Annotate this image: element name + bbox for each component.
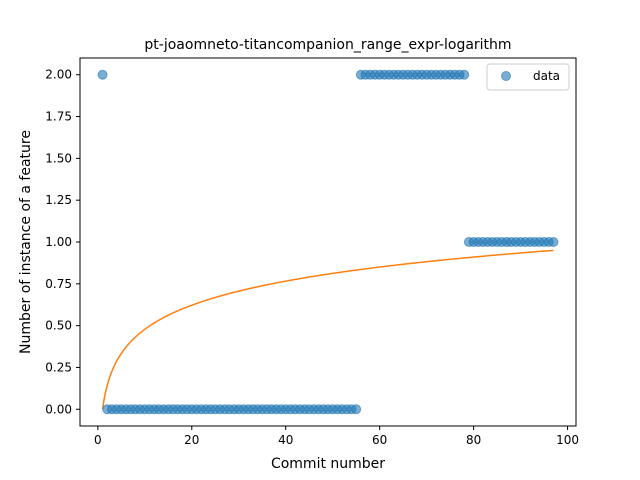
data-point <box>351 404 362 415</box>
data-point <box>548 237 559 247</box>
data-point <box>97 69 108 80</box>
x-tick-label: 20 <box>184 433 199 447</box>
y-tick-label: 0.25 <box>45 360 72 374</box>
y-tick-label: 1.25 <box>45 193 72 207</box>
x-tick-label: 40 <box>278 433 293 447</box>
x-ticks: 0 20 40 60 80 100 <box>94 426 579 447</box>
y-tick-label: 1.75 <box>45 110 72 124</box>
y-ticks: 0.00 0.25 0.50 0.75 1.00 1.25 1.50 1.75 2.00 <box>45 68 80 416</box>
x-tick-label: 60 <box>372 433 387 447</box>
y-tick-label: 1.00 <box>45 235 72 249</box>
x-tick-label: 80 <box>466 433 481 447</box>
y-tick-label: 2.00 <box>45 68 72 82</box>
y-tick-label: 0.75 <box>45 277 72 291</box>
legend: data <box>486 63 570 91</box>
y-tick-label: 0.00 <box>45 402 72 416</box>
chart-title: pt-joaomneto-titancompanion_range_expr-l… <box>144 37 511 53</box>
x-axis-label: Commit number <box>271 456 385 472</box>
y-tick-label: 0.50 <box>45 319 72 333</box>
x-tick-label: 0 <box>94 433 102 447</box>
legend-marker <box>501 71 511 81</box>
fit-layer <box>101 249 554 410</box>
legend-label: data <box>533 69 560 83</box>
points-layer <box>97 69 559 415</box>
y-tick-label: 1.50 <box>45 151 72 165</box>
y-axis-label: Number of instance of a feature <box>18 130 34 354</box>
fit-line <box>101 249 554 410</box>
x-tick-label: 100 <box>556 433 579 447</box>
legend-box <box>486 63 570 91</box>
data-point <box>459 69 470 80</box>
